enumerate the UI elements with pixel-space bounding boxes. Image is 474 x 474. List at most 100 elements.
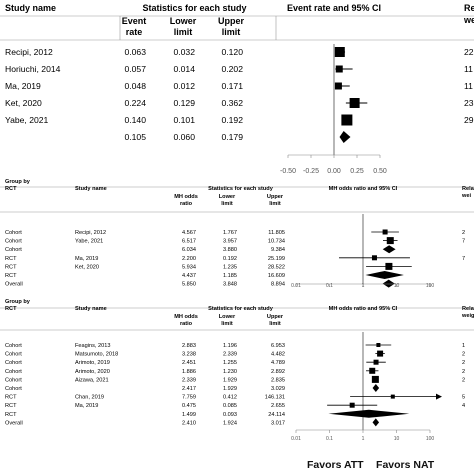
- study-cell: Ma, 2019: [5, 81, 41, 91]
- study-cell: Ma, 2019: [75, 403, 98, 409]
- x-tick-label: 10: [394, 283, 400, 289]
- group-by-header-line2: RCT: [5, 186, 17, 192]
- statistics-header: Statistics for each study: [208, 306, 274, 312]
- study-square: [334, 82, 342, 90]
- study-square: [334, 47, 345, 57]
- study-cell: Yabe, 2021: [75, 239, 103, 245]
- x-tick-label: 0.00: [327, 168, 341, 175]
- column-header-c1: MH odds: [174, 194, 198, 200]
- weight-header-line2: weig: [463, 15, 474, 25]
- column-header-c1: rate: [126, 27, 143, 37]
- upper-limit-cell: 0.171: [221, 81, 243, 91]
- lower-limit-cell: 1.196: [223, 343, 237, 349]
- upper-limit-cell: 8.894: [271, 282, 285, 288]
- ci-arrow: [436, 393, 442, 400]
- lower-limit-cell: 0.014: [173, 64, 195, 74]
- group-cell: Cohort: [5, 377, 22, 383]
- estimate-cell: 2.200: [182, 256, 196, 262]
- estimate-cell: 0.048: [124, 81, 146, 91]
- column-header-c2: limit: [174, 27, 193, 37]
- column-header-c2: Lower: [219, 314, 236, 320]
- plot-header: Event rate and 95% CI: [287, 3, 381, 13]
- study-name-header: Study name: [5, 3, 56, 13]
- group-by-header-line2: RCT: [5, 306, 17, 312]
- group-cell: Cohort: [5, 239, 22, 245]
- x-tick-label: -0.50: [280, 168, 296, 175]
- study-cell: Recipi, 2012: [75, 230, 106, 236]
- upper-limit-cell: 2.655: [271, 403, 285, 409]
- upper-limit-cell: 0.192: [221, 115, 243, 125]
- upper-limit-cell: 0.120: [221, 47, 243, 57]
- study-cell: Feagins, 2013: [75, 343, 110, 349]
- favors-att-label: Favors ATT: [307, 459, 364, 471]
- group-cell: Overall: [5, 420, 23, 426]
- column-header-c3: Upper: [267, 314, 284, 320]
- weight-header-line2: wei: [461, 193, 471, 199]
- x-tick-label: 1: [362, 436, 365, 442]
- x-tick-label: 100: [426, 436, 435, 442]
- estimate-cell: 3.238: [182, 352, 196, 358]
- x-tick-label: 0.1: [326, 436, 333, 442]
- column-header-c3: limit: [269, 321, 281, 327]
- pooled-diamond: [339, 131, 351, 143]
- weight-header: Relat: [464, 3, 474, 13]
- study-name-header: Study name: [75, 306, 107, 312]
- weight-cell: 4: [462, 403, 465, 409]
- lower-limit-cell: 3.880: [223, 247, 237, 253]
- pooled-diamond: [365, 271, 404, 279]
- x-tick-label: 10: [394, 436, 400, 442]
- column-header-c1: ratio: [180, 321, 193, 327]
- group-cell: RCT: [5, 395, 17, 401]
- weight-cell: 7: [462, 239, 465, 245]
- group-by-header: Group by: [5, 179, 31, 185]
- group-cell: Cohort: [5, 247, 22, 253]
- study-square: [341, 114, 353, 126]
- estimate-cell: 2.410: [182, 420, 196, 426]
- study-square: [371, 255, 377, 261]
- lower-limit-cell: 3.957: [223, 239, 237, 245]
- group-cell: RCT: [5, 403, 17, 409]
- study-square: [349, 98, 360, 108]
- group-cell: RCT: [5, 256, 17, 262]
- lower-limit-cell: 1.255: [223, 360, 237, 366]
- estimate-cell: 0.140: [124, 115, 146, 125]
- column-header-c3: limit: [222, 27, 241, 37]
- study-cell: Arimoto, 2019: [75, 360, 110, 366]
- x-tick-label: 0.01: [291, 283, 301, 289]
- study-cell: Chan, 2019: [75, 395, 104, 401]
- estimate-cell: 5.850: [182, 282, 196, 288]
- study-square: [373, 359, 379, 365]
- lower-limit-cell: 1.924: [223, 420, 237, 426]
- lower-limit-cell: 0.129: [173, 98, 195, 108]
- weight-cell: 23: [464, 98, 474, 108]
- estimate-cell: 0.057: [124, 64, 146, 74]
- weight-cell: 11: [464, 81, 473, 91]
- study-square: [390, 394, 395, 399]
- weight-header: Relat: [462, 306, 474, 312]
- lower-limit-cell: 1.235: [223, 264, 237, 270]
- group-cell: Cohort: [5, 369, 22, 375]
- x-tick-label: 0.25: [350, 168, 364, 175]
- upper-limit-cell: 2.892: [271, 369, 285, 375]
- upper-limit-cell: 11.805: [268, 230, 285, 236]
- statistics-header: Statistics for each study: [208, 186, 274, 192]
- pooled-diamond: [382, 245, 396, 254]
- lower-limit-cell: 1.767: [223, 230, 237, 236]
- study-cell: Ket, 2020: [75, 264, 99, 270]
- x-tick-label: 0.1: [326, 283, 333, 289]
- lower-limit-cell: 2.339: [223, 352, 237, 358]
- upper-limit-cell: 16.609: [268, 273, 285, 279]
- upper-limit-cell: 3.017: [271, 420, 285, 426]
- weight-cell: 2: [462, 230, 465, 236]
- lower-limit-cell: 1.929: [223, 377, 237, 383]
- lower-limit-cell: 0.093: [223, 412, 237, 418]
- study-square: [369, 367, 376, 374]
- study-name-header: Study name: [75, 186, 107, 192]
- study-cell: Aizawa, 2021: [75, 377, 109, 383]
- pooled-diamond: [372, 418, 380, 427]
- study-cell: Arimoto, 2020: [75, 369, 110, 375]
- estimate-cell: 4.437: [182, 273, 196, 279]
- upper-limit-cell: 6.953: [271, 343, 285, 349]
- column-header-c3: Upper: [267, 194, 284, 200]
- weight-cell: 11: [464, 64, 473, 74]
